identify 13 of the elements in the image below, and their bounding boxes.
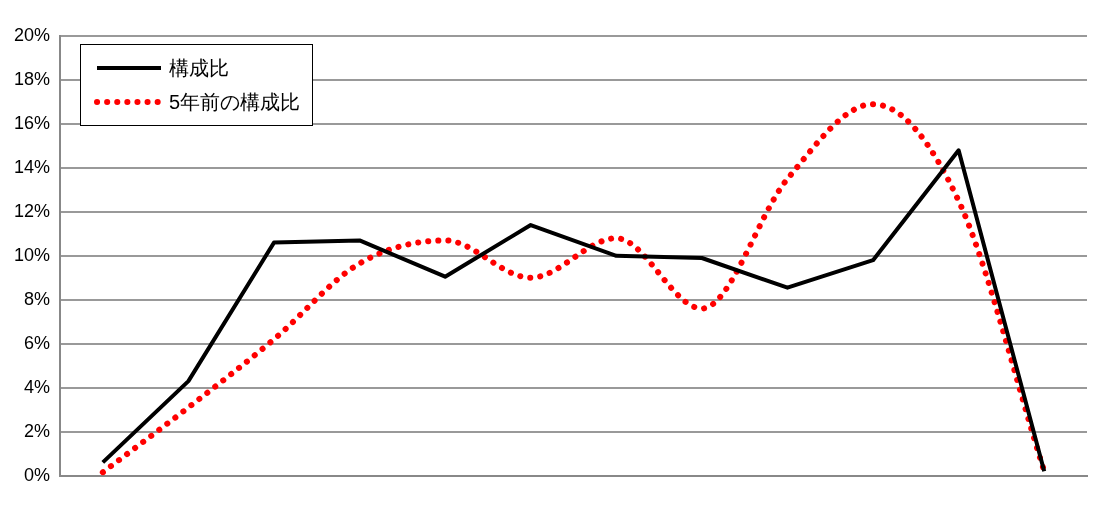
y-tick-label: 0% [24, 464, 51, 485]
y-tick-label: 18% [14, 68, 51, 89]
y-tick-label: 4% [24, 376, 51, 397]
legend-label: 構成比 [169, 55, 230, 81]
y-tick-label: 2% [24, 420, 51, 441]
y-tick-label: 8% [24, 288, 51, 309]
y-tick-label: 16% [14, 112, 51, 133]
y-tick-label: 20% [14, 24, 51, 45]
y-tick-label: 10% [14, 244, 51, 265]
legend-label: 5年前の構成比 [169, 89, 301, 115]
y-tick-label: 6% [24, 332, 51, 353]
y-tick-label: 14% [14, 156, 51, 177]
y-tick-label: 12% [14, 200, 51, 221]
